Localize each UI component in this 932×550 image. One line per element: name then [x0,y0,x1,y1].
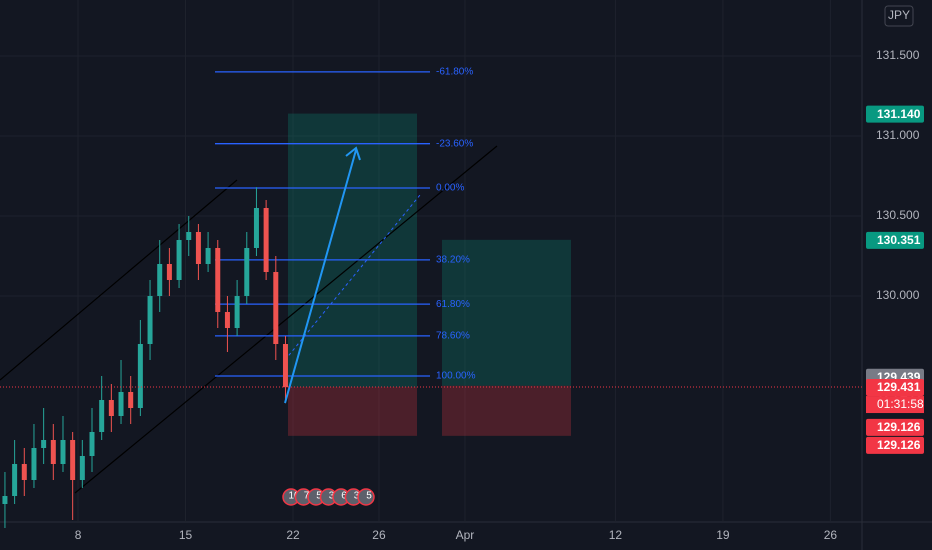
candle-body [12,464,18,496]
fib-label: 38.20% [436,254,470,265]
candle-body [41,440,47,448]
price-tag-label: 130.351 [877,233,921,247]
price-tag-label: 129.126 [877,420,921,434]
candle-body [89,432,95,456]
x-tick-label: 19 [716,528,730,542]
event-count: 7 [304,491,310,502]
x-tick-label: 22 [286,528,300,542]
event-count: 3 [354,491,360,502]
candle-body [70,440,76,480]
candle-body [137,344,143,408]
currency: JPY [888,8,910,22]
candle-body [108,400,114,416]
candle-body [186,232,192,240]
loss-zone [288,387,417,436]
candle-body [157,264,163,296]
candle-body [263,208,269,272]
fib-label: -61.80% [436,66,473,77]
fib-label: -23.60% [436,138,473,149]
candle-body [128,392,134,408]
fib-label: 100.00% [436,371,476,382]
x-tick-label: 15 [179,528,193,542]
price-tag [866,379,924,397]
event-count: 6 [341,491,347,502]
candle-body [215,248,221,312]
countdown: 01:31:58 [877,397,924,411]
x-tick-label: 26 [824,528,838,542]
candle-body [50,440,56,464]
candle-body [244,248,250,296]
candle-body [118,392,124,416]
fib-label: 0.00% [436,183,464,194]
loss-zone [442,385,571,436]
y-tick-label: 131.000 [876,128,920,142]
price-tag-label: 129.126 [877,438,921,452]
channel-line [0,179,238,381]
candle-body [166,264,172,280]
candle-body [99,400,105,432]
candle-body [147,296,153,344]
currency-box[interactable] [884,5,914,27]
event-count: 5 [366,491,372,502]
x-tick-label: 8 [75,528,82,542]
candle-body [282,344,288,388]
fib-label: 61.80% [436,299,470,310]
price-tag [866,231,924,249]
profit-zone [288,113,417,388]
price-tag [866,418,924,436]
candle-body [21,464,27,480]
x-tick-label: 12 [609,528,623,542]
event-count: 3 [329,491,335,502]
candle-body [253,208,259,248]
candle-body [273,272,279,344]
x-tick-label: Apr [456,528,475,542]
candle-body [195,232,201,264]
profit-zone [442,239,571,386]
event-count: 10 [288,491,300,502]
y-tick-label: 130.500 [876,208,920,222]
candle-body [79,456,85,480]
event-icon [357,488,375,506]
price-tag-label: 131.140 [877,107,921,121]
price-tag [866,436,924,454]
candle-body [234,296,240,328]
candle-body [2,496,8,504]
candle-body [60,440,66,464]
price-tag-label: 129.431 [877,380,921,394]
y-tick-label: 131.500 [876,48,920,62]
event-count: 5 [316,491,322,502]
channel-line [74,145,498,494]
candle-body [31,448,37,480]
candle-body [176,240,182,280]
y-tick-label: 130.000 [876,288,920,302]
x-tick-label: 26 [372,528,386,542]
candle-body [205,248,211,264]
arrow [284,146,361,404]
countdown-box [866,396,924,414]
price-tag [866,105,924,123]
fib-label: 78.60% [436,330,470,341]
candle-body [224,312,230,328]
